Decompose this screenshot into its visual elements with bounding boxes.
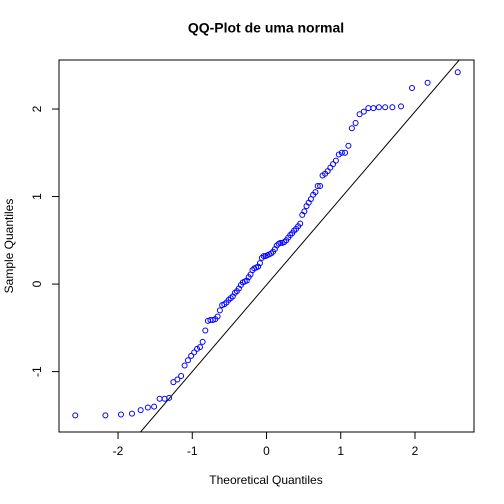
point: [356, 111, 363, 118]
point: [301, 208, 308, 215]
point: [191, 349, 198, 356]
x-tick-label: -1: [187, 444, 198, 458]
point: [330, 161, 337, 168]
point: [375, 104, 382, 111]
point: [332, 157, 339, 164]
x-tick-label: 0: [263, 444, 270, 458]
x-tick-label: 1: [337, 444, 344, 458]
point: [72, 412, 79, 419]
point: [137, 407, 144, 414]
point: [268, 250, 275, 257]
point: [170, 379, 177, 386]
point: [454, 69, 461, 76]
point: [327, 164, 334, 171]
point: [424, 79, 431, 86]
point: [128, 410, 135, 417]
y-axis-label: Sample Quantiles: [2, 199, 16, 294]
point: [178, 372, 185, 379]
point: [338, 149, 345, 156]
y-tick-label: -1: [30, 366, 44, 377]
point: [398, 103, 405, 110]
point: [181, 362, 188, 369]
point: [370, 105, 377, 112]
point: [202, 327, 209, 334]
point: [216, 307, 223, 314]
point: [174, 376, 181, 383]
point: [199, 338, 206, 345]
point: [348, 125, 355, 132]
point: [365, 105, 372, 112]
point: [188, 352, 195, 359]
point: [314, 183, 321, 190]
point: [409, 85, 416, 92]
point: [184, 357, 191, 364]
x-axis-label: Theoretical Quantiles: [209, 473, 322, 487]
point: [317, 183, 324, 190]
point: [382, 104, 389, 111]
point: [102, 412, 109, 419]
reference-line: [139, 60, 460, 432]
point: [260, 253, 267, 260]
point: [144, 404, 151, 411]
point: [342, 149, 349, 156]
point: [117, 411, 124, 418]
x-tick-label: -2: [113, 444, 124, 458]
point: [352, 120, 359, 127]
point: [335, 151, 342, 158]
point: [277, 239, 284, 246]
point: [256, 260, 263, 267]
point: [196, 344, 203, 351]
chart-title: QQ-Plot de uma normal: [188, 20, 344, 36]
x-tick-label: 2: [412, 444, 419, 458]
point: [360, 108, 367, 115]
point: [345, 142, 352, 149]
point: [214, 313, 221, 320]
point: [156, 395, 163, 402]
point: [166, 394, 173, 401]
plot-area: [72, 60, 461, 432]
point: [312, 189, 319, 196]
y-tick-label: 0: [30, 280, 44, 287]
point: [389, 104, 396, 111]
y-tick-label: 2: [30, 105, 44, 112]
y-tick-label: 1: [30, 193, 44, 200]
point: [151, 403, 158, 410]
point: [297, 220, 304, 227]
